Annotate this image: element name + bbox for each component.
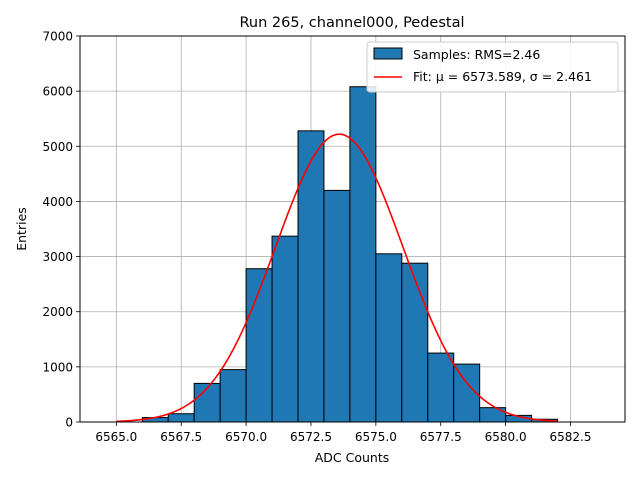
y-axis-ticks: 0 1000 2000 3000 4000 5000 6000 7000 (42, 30, 80, 430)
x-tick-label: 6572.5 (290, 430, 332, 444)
histogram-bar (427, 352, 455, 423)
axes-frame (79, 35, 626, 423)
histogram-bar (245, 268, 273, 423)
histogram-bar (297, 130, 325, 423)
x-axis-label: ADC Counts (315, 450, 390, 465)
legend: Samples: RMS=2.46 Fit: μ = 6573.589, σ =… (366, 41, 619, 93)
x-tick-label: 6575.0 (355, 430, 397, 444)
y-tick-label: 0 (65, 416, 73, 430)
x-tick-label: 6577.5 (420, 430, 462, 444)
y-tick-label: 3000 (42, 250, 73, 264)
y-tick-label: 2000 (42, 305, 73, 319)
legend-fit-label: Fit: μ = 6573.589, σ = 2.461 (413, 69, 592, 84)
y-tick-label: 1000 (42, 360, 73, 374)
chart-title: Run 265, channel000, Pedestal (239, 15, 464, 31)
histogram-bar (323, 189, 351, 423)
legend-box (366, 41, 619, 93)
x-axis-ticks: 6565.0 6567.5 6570.0 6572.5 6575.0 6577.5 6580… (95, 422, 592, 444)
x-tick-label: 6565.0 (95, 430, 137, 444)
y-tick-label: 5000 (42, 140, 73, 154)
histogram-bar (375, 253, 403, 423)
histogram-bar (193, 382, 221, 423)
x-tick-label: 6567.5 (160, 430, 202, 444)
fit-curve-group (116, 133, 558, 423)
y-tick-label: 6000 (42, 85, 73, 99)
y-tick-label: 4000 (42, 195, 73, 209)
histogram-bar (349, 86, 377, 423)
histogram-bar (401, 262, 429, 423)
x-tick-label: 6580.0 (485, 430, 527, 444)
histogram-bar (219, 369, 247, 423)
x-tick-label: 6582.5 (550, 430, 592, 444)
x-tick-label: 6570.0 (225, 430, 267, 444)
histogram-bar (167, 413, 195, 423)
y-tick-label: 7000 (42, 30, 73, 44)
legend-histogram-label: Samples: RMS=2.46 (413, 47, 540, 62)
fit-curve (116, 133, 558, 423)
histogram-bars (141, 86, 559, 423)
histogram-bar (271, 235, 299, 423)
y-axis-label: Entries (14, 207, 29, 251)
legend-histogram-swatch (373, 47, 403, 60)
